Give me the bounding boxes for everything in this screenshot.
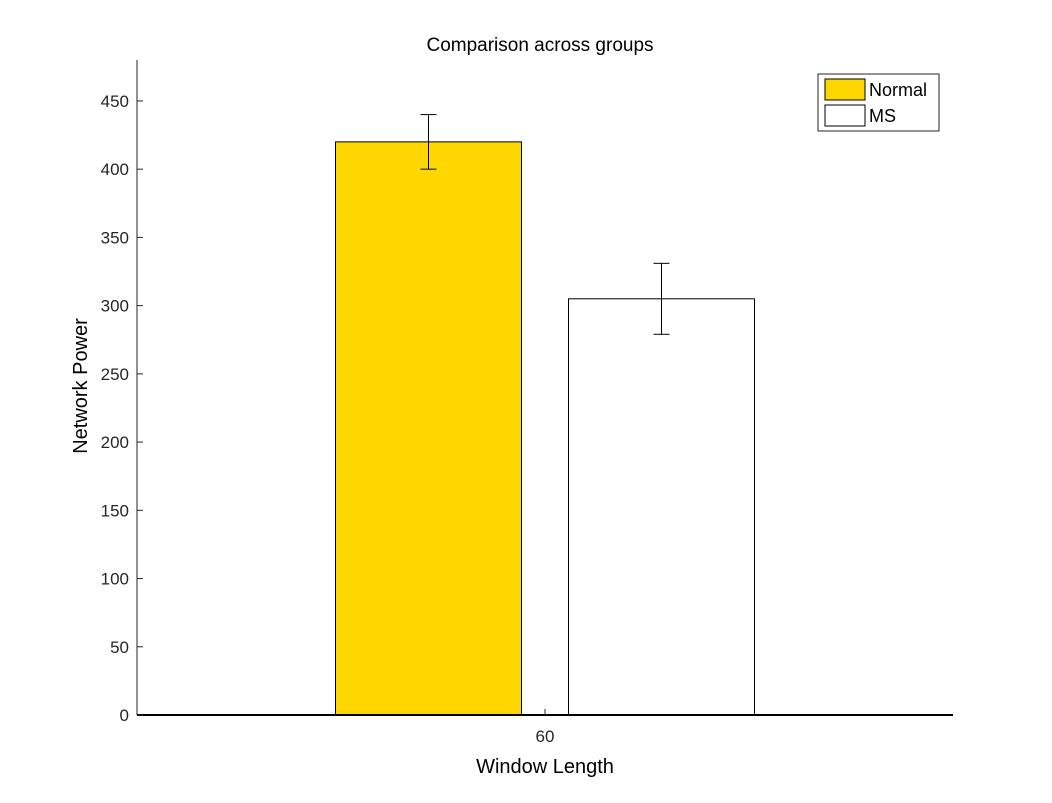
legend-swatch-ms [824,104,866,127]
y-tick-label: 50 [110,638,129,657]
bar-ms [568,298,755,716]
chart-title: Comparison across groups [426,35,653,56]
legend-label-normal: Normal [869,80,927,100]
legend-label-ms: MS [869,106,896,126]
bars-group [335,141,755,716]
x-axis-title: Window Length [476,756,614,778]
legend: Normal MS [817,73,940,132]
x-tick-label: 60 [536,727,555,746]
y-tick-label: 250 [101,365,129,384]
y-tick-label: 200 [101,433,129,452]
y-tick-label: 100 [101,570,129,589]
legend-swatch-normal [824,78,866,101]
bar-normal [335,141,522,716]
y-tick-label: 300 [101,297,129,316]
y-tick-label: 0 [120,706,129,725]
y-axis-title: Network Power [70,318,92,454]
y-ticks-group: 0 50 100 150 200 250 300 350 400 450 [101,92,143,725]
y-tick-label: 400 [101,160,129,179]
y-tick-label: 150 [101,501,129,520]
y-tick-label: 450 [101,92,129,111]
x-ticks-group: 60 [536,709,555,746]
error-bars-group [420,114,670,335]
y-tick-label: 350 [101,228,129,247]
